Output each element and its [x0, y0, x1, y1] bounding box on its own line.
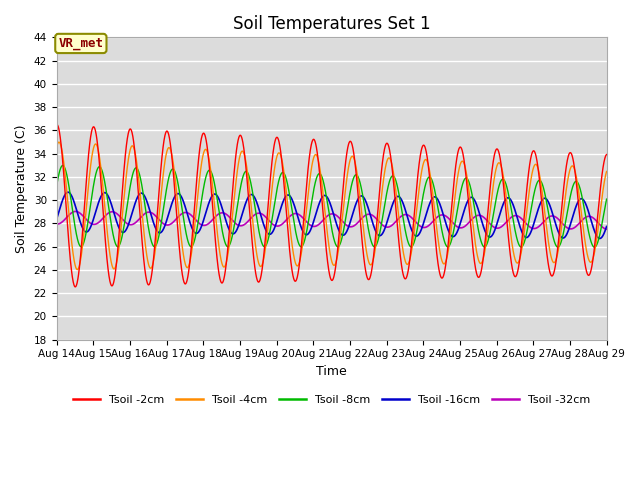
Tsoil -2cm — [116, 224, 124, 230]
Tsoil -16cm — [533, 211, 541, 217]
Tsoil -2cm — [533, 157, 541, 163]
Tsoil -4cm — [603, 168, 611, 174]
Line: Tsoil -4cm: Tsoil -4cm — [56, 142, 607, 270]
Tsoil -2cm — [72, 284, 79, 290]
Tsoil -16cm — [287, 195, 295, 201]
Tsoil -8cm — [591, 244, 598, 250]
Tsoil -32cm — [592, 217, 600, 223]
Tsoil -2cm — [148, 267, 156, 273]
Tsoil -32cm — [533, 225, 541, 231]
Tsoil -4cm — [52, 144, 60, 150]
Tsoil -2cm — [288, 265, 296, 271]
X-axis label: Time: Time — [316, 365, 347, 378]
Tsoil -4cm — [264, 226, 271, 231]
Title: Soil Temperatures Set 1: Soil Temperatures Set 1 — [233, 15, 430, 33]
Tsoil -32cm — [116, 213, 124, 219]
Y-axis label: Soil Temperature (C): Soil Temperature (C) — [15, 124, 28, 253]
Tsoil -2cm — [52, 122, 60, 128]
Tsoil -16cm — [596, 236, 604, 241]
Tsoil -16cm — [603, 224, 611, 229]
Line: Tsoil -2cm: Tsoil -2cm — [56, 125, 607, 287]
Tsoil -16cm — [52, 216, 60, 222]
Tsoil -8cm — [148, 240, 156, 246]
Line: Tsoil -8cm: Tsoil -8cm — [56, 166, 607, 247]
Tsoil -8cm — [52, 183, 60, 189]
Tsoil -2cm — [592, 229, 600, 235]
Tsoil -16cm — [148, 216, 156, 221]
Tsoil -2cm — [53, 122, 61, 128]
Legend: Tsoil -2cm, Tsoil -4cm, Tsoil -8cm, Tsoil -16cm, Tsoil -32cm: Tsoil -2cm, Tsoil -4cm, Tsoil -8cm, Tsoi… — [68, 391, 595, 410]
Tsoil -8cm — [533, 181, 541, 187]
Tsoil -4cm — [116, 240, 124, 245]
Tsoil -8cm — [59, 163, 67, 168]
Tsoil -16cm — [116, 226, 124, 232]
Tsoil -4cm — [74, 267, 81, 273]
Text: VR_met: VR_met — [58, 37, 104, 50]
Tsoil -8cm — [116, 242, 124, 248]
Tsoil -8cm — [264, 239, 271, 244]
Tsoil -4cm — [592, 240, 600, 246]
Line: Tsoil -32cm: Tsoil -32cm — [56, 211, 607, 229]
Tsoil -16cm — [592, 231, 600, 237]
Tsoil -4cm — [288, 239, 296, 244]
Tsoil -8cm — [592, 243, 600, 249]
Tsoil -2cm — [603, 152, 611, 157]
Tsoil -16cm — [64, 189, 72, 195]
Tsoil -32cm — [287, 212, 295, 218]
Tsoil -2cm — [264, 206, 271, 212]
Tsoil -32cm — [264, 216, 271, 222]
Tsoil -4cm — [148, 263, 156, 269]
Tsoil -32cm — [148, 210, 156, 216]
Tsoil -16cm — [264, 230, 271, 236]
Tsoil -4cm — [55, 139, 63, 145]
Line: Tsoil -16cm: Tsoil -16cm — [56, 192, 607, 239]
Tsoil -32cm — [603, 227, 611, 232]
Tsoil -8cm — [603, 196, 611, 202]
Tsoil -4cm — [533, 163, 541, 168]
Tsoil -32cm — [52, 221, 60, 227]
Tsoil -32cm — [72, 208, 79, 214]
Tsoil -8cm — [287, 204, 295, 209]
